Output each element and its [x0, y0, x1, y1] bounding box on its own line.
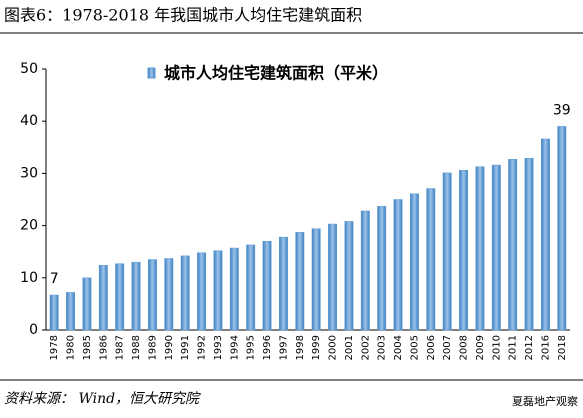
bar — [115, 263, 125, 331]
bar — [98, 265, 108, 331]
x-tick-label: 1996 — [262, 335, 273, 360]
x-tick-label: 2009 — [475, 335, 486, 360]
x-tick-label: 2018 — [557, 335, 568, 360]
x-tick-label: 2010 — [491, 335, 502, 360]
x-tick-label: 2006 — [426, 335, 437, 360]
legend-swatch — [147, 67, 156, 79]
bar — [278, 236, 288, 331]
bar — [442, 172, 452, 331]
bar — [164, 258, 174, 331]
x-tick-label: 2004 — [393, 335, 404, 360]
bar — [540, 138, 550, 331]
x-tick-label: 1990 — [164, 335, 175, 360]
x-tick-label: 1987 — [115, 335, 126, 360]
bar — [82, 277, 92, 331]
y-tick-label: 0 — [29, 322, 38, 338]
bar — [459, 170, 469, 331]
x-tick-label: 2000 — [328, 335, 339, 360]
bar — [66, 292, 76, 331]
x-tick-label: 1989 — [147, 335, 158, 360]
x-tick-label: 1986 — [98, 335, 109, 360]
x-tick-label: 1995 — [246, 335, 257, 360]
legend-label: 城市人均住宅建筑面积（平米） — [164, 64, 388, 83]
bar — [311, 228, 321, 331]
watermark: 夏磊地产观察 — [512, 394, 578, 408]
y-tick-label: 40 — [20, 113, 38, 129]
bar — [557, 126, 567, 331]
bar — [131, 261, 141, 331]
bar — [213, 250, 223, 331]
value-label: 39 — [553, 102, 571, 118]
bar — [49, 294, 59, 331]
x-tick-label: 2012 — [524, 335, 535, 360]
y-tick-label: 50 — [20, 61, 38, 77]
x-tick-label: 1988 — [131, 335, 142, 360]
x-tick-label: 2007 — [442, 335, 453, 360]
y-tick-label: 30 — [20, 165, 38, 181]
bar — [508, 159, 518, 331]
x-tick-label: 1998 — [295, 335, 306, 360]
x-tick-label: 1999 — [311, 335, 322, 360]
bar — [147, 259, 157, 331]
bar — [197, 252, 207, 331]
bar — [524, 158, 534, 331]
bar — [491, 164, 501, 331]
bar — [409, 193, 419, 331]
source: 资料来源： Wind，恒大研究院 — [4, 391, 201, 407]
bar — [180, 255, 190, 331]
x-tick-label: 2016 — [540, 335, 551, 360]
y-tick-label: 20 — [20, 218, 38, 234]
x-tick-label: 1994 — [229, 335, 240, 360]
x-tick-label: 1997 — [278, 335, 289, 360]
value-label: 7 — [50, 271, 59, 287]
bar — [246, 244, 256, 331]
bar — [344, 221, 354, 331]
bar — [475, 166, 485, 331]
x-tick-label: 2011 — [508, 335, 519, 360]
bar — [377, 206, 387, 331]
chart-title: 图表6：1978-2018 年我国城市人均住宅建筑面积 — [4, 6, 362, 25]
x-tick-label: 2003 — [377, 335, 388, 360]
bar — [229, 247, 239, 331]
x-tick-label: 1985 — [82, 335, 93, 360]
x-tick-label: 1992 — [197, 335, 208, 360]
bar — [295, 232, 305, 331]
x-tick-label: 2005 — [409, 335, 420, 360]
bar — [262, 241, 272, 331]
x-tick-label: 2002 — [360, 335, 371, 360]
x-tick-label: 2008 — [459, 335, 470, 360]
x-tick-label: 1980 — [66, 335, 77, 360]
bar — [426, 188, 436, 331]
bar — [393, 199, 403, 331]
x-tick-label: 1993 — [213, 335, 224, 360]
x-tick-label: 1978 — [49, 335, 60, 360]
x-tick-label: 1991 — [180, 335, 191, 360]
x-tick-label: 2001 — [344, 335, 355, 360]
bar — [328, 223, 338, 331]
bar — [360, 210, 370, 331]
y-tick-label: 10 — [20, 270, 38, 286]
